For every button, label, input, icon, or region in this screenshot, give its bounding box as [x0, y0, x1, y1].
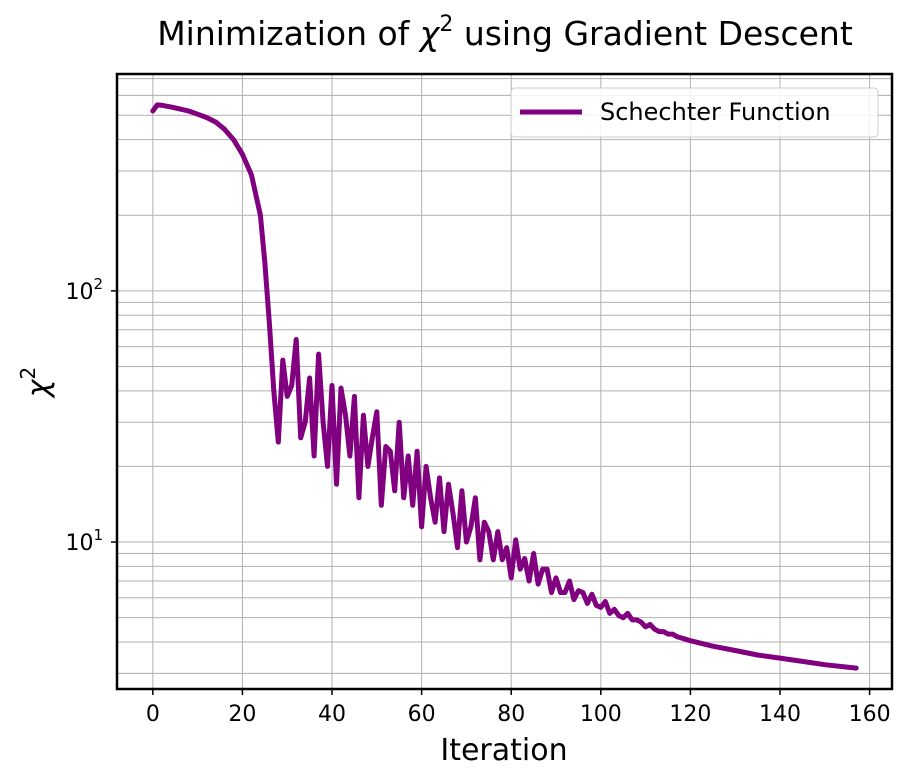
x-tick-label: 60 [408, 702, 436, 727]
y-axis-label: χ2 [16, 367, 56, 400]
x-tick-label: 20 [228, 702, 256, 727]
x-ticks: 0 20 40 60 80 100 120 140 160 [146, 689, 891, 727]
x-tick-label: 120 [669, 702, 711, 727]
y-ticks: 101 102 [65, 275, 117, 556]
plot-frame [115, 72, 894, 691]
x-axis-label: Iteration [440, 733, 567, 768]
x-tick-label: 140 [759, 702, 801, 727]
legend-label: Schechter Function [600, 98, 831, 126]
x-tick-label: 100 [580, 702, 622, 727]
y-tick-label: 101 [65, 526, 103, 556]
series-line-schechter-function [150, 102, 859, 671]
x-tick-label: 40 [318, 702, 346, 727]
chart-title: Minimization of χ2 using Gradient Descen… [157, 12, 853, 53]
legend-box [510, 87, 879, 138]
x-tick-label: 80 [497, 702, 525, 727]
x-tick-label: 160 [849, 702, 891, 727]
grid [117, 74, 892, 689]
series-group [150, 102, 859, 671]
x-tick-label: 0 [146, 702, 160, 727]
y-tick-label: 102 [65, 275, 103, 305]
legend: Schechter Function [510, 87, 879, 138]
